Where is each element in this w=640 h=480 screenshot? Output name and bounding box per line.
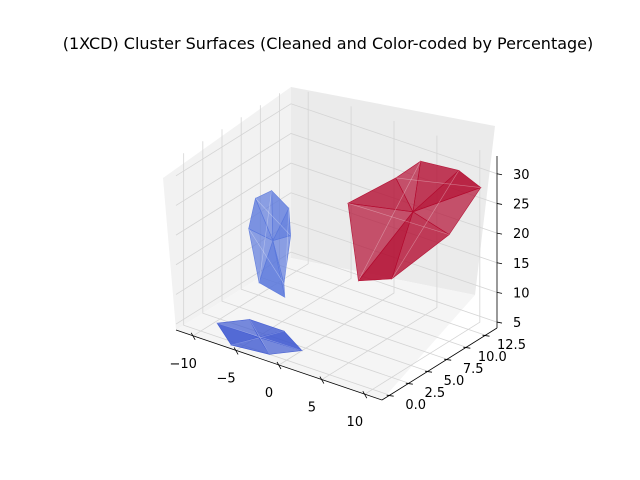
z-grid-line bbox=[175, 251, 498, 325]
z-tick-label: 30 bbox=[513, 168, 530, 183]
surface-edge bbox=[249, 319, 270, 355]
y-tick-label: 0.0 bbox=[405, 398, 426, 413]
surface-facet bbox=[248, 197, 274, 242]
surface-facet bbox=[216, 322, 260, 346]
surface-facet bbox=[347, 177, 414, 213]
y-tick-mark bbox=[463, 346, 471, 349]
surface-edge bbox=[248, 228, 285, 284]
surface-edge bbox=[358, 161, 421, 281]
y-tick-label: 7.5 bbox=[463, 362, 484, 377]
z-tick-mark bbox=[496, 173, 503, 176]
x-grid-line bbox=[278, 121, 395, 366]
y-grid-line bbox=[202, 141, 409, 384]
y-grid-line bbox=[240, 117, 448, 360]
x-grid-line bbox=[192, 91, 309, 337]
z-grid-line bbox=[175, 103, 498, 177]
z-tick-label: 25 bbox=[513, 197, 530, 212]
chart-title: (1XCD) Cluster Surfaces (Cleaned and Col… bbox=[63, 34, 594, 53]
z-tick-mark bbox=[496, 203, 503, 205]
surface-edge bbox=[395, 177, 481, 188]
cluster-surface-3 bbox=[216, 318, 303, 355]
y-axis-ticks: 0.02.55.07.510.012.5 bbox=[386, 334, 526, 413]
y-grid-line bbox=[183, 153, 390, 396]
x-tick-mark bbox=[362, 390, 368, 399]
surface-edge bbox=[255, 198, 291, 236]
x-tick-label: −5 bbox=[216, 371, 235, 386]
z-tick-mark bbox=[496, 321, 503, 324]
z-tick-mark bbox=[496, 292, 503, 294]
z-tick-mark bbox=[496, 232, 503, 235]
surface-edge bbox=[216, 322, 303, 351]
surface-edge bbox=[391, 170, 460, 280]
floor-pane bbox=[176, 258, 475, 400]
x-tick-label: 0 bbox=[265, 386, 273, 401]
y-tick-mark bbox=[405, 382, 413, 385]
z-tick-label: 15 bbox=[513, 257, 530, 272]
y-tick-label: 12.5 bbox=[497, 338, 526, 353]
surface-edge bbox=[231, 330, 284, 346]
x-tick-label: 10 bbox=[347, 415, 364, 430]
surface-edge bbox=[347, 202, 450, 235]
z-axis-ticks: 5 10 15 20 25 30 bbox=[496, 168, 530, 331]
y-tick-mark bbox=[386, 394, 394, 397]
x-tick-label: 5 bbox=[308, 401, 316, 416]
y-tick-label: 5.0 bbox=[444, 374, 465, 389]
y-axis-line bbox=[381, 327, 498, 401]
y-tick-mark bbox=[482, 334, 490, 337]
x-axis-ticks: −10 −5 0 5 10 bbox=[169, 332, 368, 430]
surface-edge bbox=[258, 190, 272, 283]
z-tick-label: 10 bbox=[513, 286, 530, 301]
x-tick-mark bbox=[319, 376, 325, 384]
z-tick-mark bbox=[496, 262, 503, 265]
x-grid-line bbox=[235, 106, 352, 351]
surface-edge bbox=[284, 208, 290, 298]
z-grid-line bbox=[175, 221, 498, 295]
x-tick-mark bbox=[276, 361, 282, 370]
x-grid-line bbox=[364, 150, 481, 395]
y-tick-label: 10.0 bbox=[478, 350, 507, 365]
y-tick-mark bbox=[424, 370, 433, 373]
cluster-surfaces bbox=[216, 160, 482, 355]
y-tick-mark bbox=[444, 358, 452, 361]
z-tick-label: 20 bbox=[513, 227, 530, 242]
cluster-surface-2 bbox=[248, 189, 292, 298]
cluster-surface-1 bbox=[347, 160, 482, 282]
y-tick-label: 2.5 bbox=[424, 386, 445, 401]
x-tick-mark bbox=[233, 347, 239, 355]
y-grid-line bbox=[221, 129, 429, 372]
z-tick-label: 5 bbox=[513, 316, 521, 331]
x-tick-label: −10 bbox=[169, 357, 196, 372]
x-tick-mark bbox=[190, 332, 196, 341]
